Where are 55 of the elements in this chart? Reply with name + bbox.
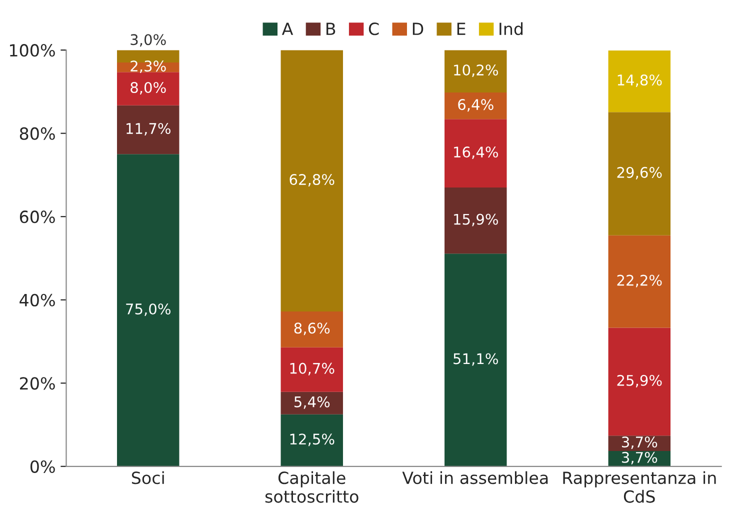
data-label: 22,2% xyxy=(617,274,662,288)
bar xyxy=(444,254,507,466)
data-label: 14,8% xyxy=(618,74,662,88)
x-tick-label: Capitale sottoscritto xyxy=(265,471,358,503)
data-label: 10,7% xyxy=(290,362,334,376)
bar xyxy=(608,112,671,236)
bar xyxy=(444,119,507,188)
data-label: 2,3% xyxy=(130,60,166,74)
data-label: 11,7% xyxy=(126,122,170,136)
data-label: 16,4% xyxy=(454,146,498,160)
bar xyxy=(280,392,343,414)
legend-label: B xyxy=(326,22,336,35)
data-label: 3,7% xyxy=(622,452,658,464)
data-label: 25,9% xyxy=(617,374,662,388)
bar xyxy=(608,436,671,451)
y-tick-label: 0% xyxy=(30,460,55,473)
legend-label: C xyxy=(368,22,379,36)
data-label: 6,4% xyxy=(458,99,494,112)
bar xyxy=(608,235,671,328)
y-tick-label: 40% xyxy=(20,294,55,306)
bar xyxy=(280,312,343,348)
data-label: 3,7% xyxy=(622,436,658,450)
y-tick-label: 80% xyxy=(20,127,55,140)
bar xyxy=(608,328,671,436)
bar xyxy=(444,92,507,120)
x-tick-label: Soci xyxy=(132,471,164,484)
data-label: 5,4% xyxy=(294,396,330,409)
data-label: 3,0% xyxy=(130,34,166,47)
legend-label: D xyxy=(412,22,424,35)
data-label: 75,0% xyxy=(126,303,170,316)
bar xyxy=(117,72,180,106)
data-label: 29,6% xyxy=(617,166,662,180)
data-label: 15,9% xyxy=(454,214,498,226)
x-tick-label: Rappresentanza in CdS xyxy=(563,471,716,503)
bar xyxy=(280,50,343,312)
y-tick-label: 100% xyxy=(10,44,55,57)
data-label: 62,8% xyxy=(290,174,334,187)
bar xyxy=(280,414,343,466)
data-label: 12,5% xyxy=(290,434,334,446)
data-label: 8,6% xyxy=(294,322,330,336)
bar xyxy=(280,347,343,392)
legend-label: E xyxy=(457,22,466,35)
y-tick-label: 60% xyxy=(20,210,55,224)
data-label: 51,1% xyxy=(454,353,498,366)
x-tick-label: Voti in assemblea xyxy=(402,471,548,484)
y-tick-label: 20% xyxy=(20,377,55,390)
bar xyxy=(117,105,180,154)
bar xyxy=(444,50,507,93)
legend-label: Ind xyxy=(500,22,523,36)
legend-label: A xyxy=(282,22,294,35)
bar xyxy=(608,50,671,112)
bar xyxy=(117,154,180,466)
data-label: 10,2% xyxy=(454,64,498,78)
bar xyxy=(444,187,507,254)
data-label: 8,0% xyxy=(130,82,166,95)
